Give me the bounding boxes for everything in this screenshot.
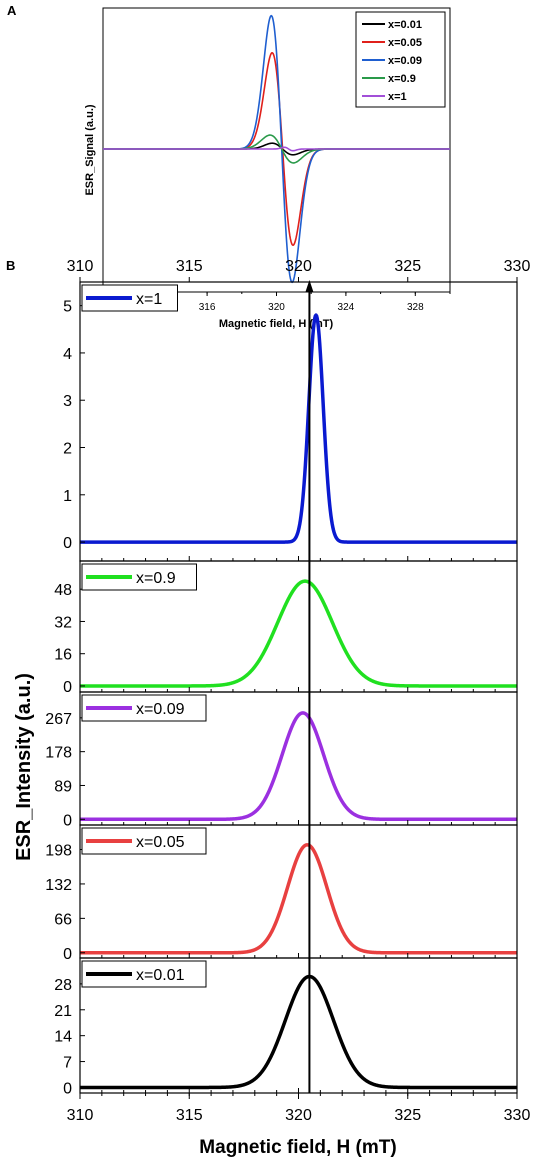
panel-b-y-tick-label: 198 bbox=[45, 843, 72, 860]
panel-b-subplot-x=0.9: 0 16 32 48 x=0.9 bbox=[54, 560, 519, 696]
panel-b-legend-label: x=0.09 bbox=[136, 701, 185, 718]
panel-a-x-tick-label: 316 bbox=[199, 302, 216, 313]
panel-b-legend-label: x=0.9 bbox=[136, 570, 176, 587]
panel-a-legend-label: x=0.05 bbox=[388, 37, 422, 49]
panel-b-top-x-tick-label: 320 bbox=[285, 258, 312, 275]
panel-b-y-tick-label: 89 bbox=[54, 778, 72, 795]
panel-b-subplot-x=0.09: 0 89 178 267 x=0.09 bbox=[45, 691, 519, 829]
panel-b-x-axis-label: Magnetic field, H (mT) bbox=[199, 1137, 396, 1158]
panel-a-legend: x=0.01 x=0.05 x=0.09 x=0.9 x=1 bbox=[355, 11, 446, 108]
panel-b-y-tick-label: 66 bbox=[54, 911, 72, 928]
panel-a-y-axis-label: ESR_Signal (a.u.) bbox=[84, 104, 96, 195]
panel-b-series-line-x=0.09 bbox=[78, 711, 519, 822]
panel-b-top-x-tick-label: 325 bbox=[394, 258, 421, 275]
panel-b-series-line-x=0.05 bbox=[78, 843, 519, 955]
panel-b-top-x-tick-label: 315 bbox=[176, 258, 203, 275]
panel-a-series-line-x=1 bbox=[103, 146, 450, 152]
panel-a-series-group bbox=[103, 14, 450, 284]
panel-a-legend-label: x=0.9 bbox=[388, 73, 416, 85]
panel-b-y-tick-label: 0 bbox=[63, 946, 72, 963]
panel-b-y-tick-label: 1 bbox=[63, 488, 72, 505]
panel-b-y-tick-label: 16 bbox=[54, 647, 72, 664]
panel-b-bottom-x-tick-label: 330 bbox=[504, 1107, 531, 1124]
panel-b-series-line-x=0.01 bbox=[78, 974, 519, 1090]
panel-b-y-tick-label: 28 bbox=[54, 977, 72, 994]
panel-b-reference-arrow-icon bbox=[305, 280, 314, 292]
panel-b-y-tick-label: 14 bbox=[54, 1029, 72, 1046]
panel-b-bottom-x-tick-label: 320 bbox=[285, 1107, 312, 1124]
panel-b-top-x-tick-label: 330 bbox=[504, 258, 531, 275]
panel-a-x-tick-label: 320 bbox=[268, 302, 285, 313]
panel-b-y-tick-label: 7 bbox=[63, 1055, 72, 1072]
panel-b-y-tick-label: 5 bbox=[63, 299, 72, 316]
panel-b-bottom-axis: 310 315 320 325 330 bbox=[67, 1093, 531, 1124]
panel-b-chart: 0 1 2 3 4 5 x=1 0 16 32 48 x=0.9 0 89 178 267 x=0.09 0 66 1… bbox=[13, 258, 530, 1158]
panel-b-series-line-x=0.9 bbox=[78, 579, 519, 688]
panel-b-subplot-x=0.01: 0 7 14 21 28 x=0.01 bbox=[54, 957, 519, 1097]
panel-b-y-tick-label: 267 bbox=[45, 711, 72, 728]
panel-b-y-tick-label: 4 bbox=[63, 346, 72, 363]
panel-a-x-tick-label: 324 bbox=[338, 302, 355, 313]
panel-a-legend-label: x=0.09 bbox=[388, 55, 422, 67]
panel-b-legend-label: x=0.01 bbox=[136, 967, 185, 984]
panel-b-top-axis: 310 315 320 325 330 bbox=[67, 258, 531, 282]
panel-b-bottom-x-tick-label: 310 bbox=[67, 1107, 94, 1124]
panel-a-x-tick-label: 328 bbox=[407, 302, 424, 313]
panel-b-y-tick-label: 32 bbox=[54, 614, 72, 631]
panel-b-y-tick-label: 132 bbox=[45, 877, 72, 894]
panel-b-top-x-tick-label: 310 bbox=[67, 258, 94, 275]
panel-b-series-line-x=1 bbox=[78, 313, 519, 544]
panel-a-x-axis-label: Magnetic field, H (mT) bbox=[219, 318, 334, 330]
panel-a-chart: 312316320324328 Magnetic field, H (mT) E… bbox=[84, 7, 451, 330]
panel-b-y-axis-label: ESR_Intensity (a.u.) bbox=[13, 673, 35, 861]
panel-b-y-tick-label: 0 bbox=[63, 1080, 72, 1097]
panel-b-y-tick-label: 0 bbox=[63, 535, 72, 552]
panel-a-legend-label: x=0.01 bbox=[388, 19, 422, 31]
panel-b-bottom-x-tick-label: 325 bbox=[394, 1107, 421, 1124]
panel-b-label: B bbox=[6, 258, 15, 273]
panel-a-legend-box bbox=[355, 11, 446, 108]
panel-b-y-tick-label: 178 bbox=[45, 745, 72, 762]
panel-b-y-tick-label: 0 bbox=[63, 812, 72, 829]
panel-b-y-tick-label: 3 bbox=[63, 393, 72, 410]
panel-b-subplots: 0 1 2 3 4 5 x=1 0 16 32 48 x=0.9 0 89 178 267 x=0.09 0 66 1… bbox=[45, 281, 519, 1097]
panel-b-legend-label: x=1 bbox=[136, 291, 162, 308]
panel-b-y-tick-label: 0 bbox=[63, 679, 72, 696]
panel-b-subplot-x=0.05: 0 66 132 198 x=0.05 bbox=[45, 824, 519, 963]
panel-a-label: A bbox=[7, 3, 17, 18]
panel-b-legend-label: x=0.05 bbox=[136, 834, 185, 851]
panel-b-bottom-x-tick-label: 315 bbox=[176, 1107, 203, 1124]
panel-b-y-tick-label: 2 bbox=[63, 441, 72, 458]
panel-b-y-tick-label: 48 bbox=[54, 582, 72, 599]
panel-a-legend-label: x=1 bbox=[388, 91, 407, 103]
panel-b-y-tick-label: 21 bbox=[54, 1003, 72, 1020]
